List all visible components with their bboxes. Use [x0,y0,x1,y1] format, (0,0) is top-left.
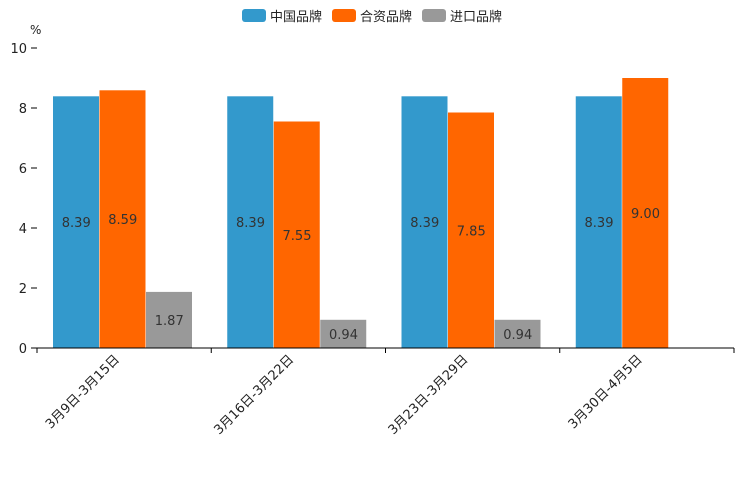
bar-value-label: 7.85 [457,224,486,239]
legend-item-import-brand[interactable]: 进口品牌 [422,6,502,25]
bar [494,319,541,348]
legend-item-jv-brand[interactable]: 合资品牌 [331,6,412,25]
y-tick-label: 6 [19,162,27,177]
bar-value-label: 8.39 [236,216,265,231]
y-tick-label: 10 [10,42,27,57]
x-tick-label: 3月23日-3月29日 [386,352,472,438]
bar-value-label: 8.39 [410,216,439,231]
y-axis-unit-label: % [30,23,41,37]
bar-value-label: 9.00 [631,207,660,222]
bar-value-label: 7.55 [283,229,312,244]
y-tick-label: 4 [19,222,27,237]
bar [575,96,622,348]
bar [320,319,367,348]
legend: 中国品牌 合资品牌 进口品牌 [0,6,744,25]
bar [273,121,320,348]
x-tick-label: 3月30日-4月5日 [566,352,646,432]
y-tick-label: 8 [19,102,27,117]
bar [99,90,146,349]
legend-swatch-jv-brand [331,9,356,22]
legend-swatch-import-brand [422,9,446,22]
x-tick-label: 3月9日-3月15日 [43,352,123,432]
bar [53,96,99,348]
bar [448,112,494,348]
y-tick-label: 2 [19,282,27,297]
bar [622,78,669,348]
legend-label-import-brand: 进口品牌 [450,10,503,25]
bar [401,96,448,348]
bar-value-label: 8.59 [108,213,137,228]
bar-value-label: 1.87 [155,314,184,329]
legend-label-china-brand: 中国品牌 [269,10,322,25]
bar-value-label: 8.39 [585,216,614,231]
x-tick-label: 3月16日-3月22日 [211,352,297,438]
bar-value-label: 0.94 [503,328,532,343]
legend-item-china-brand[interactable]: 中国品牌 [241,6,322,25]
y-tick-label: 0 [19,342,27,357]
bar [146,291,192,348]
bar-value-label: 0.94 [329,328,358,343]
legend-label-jv-brand: 合资品牌 [359,10,412,25]
legend-swatch-china-brand [241,9,266,22]
bar-value-label: 8.39 [62,216,91,231]
bar [227,96,274,348]
